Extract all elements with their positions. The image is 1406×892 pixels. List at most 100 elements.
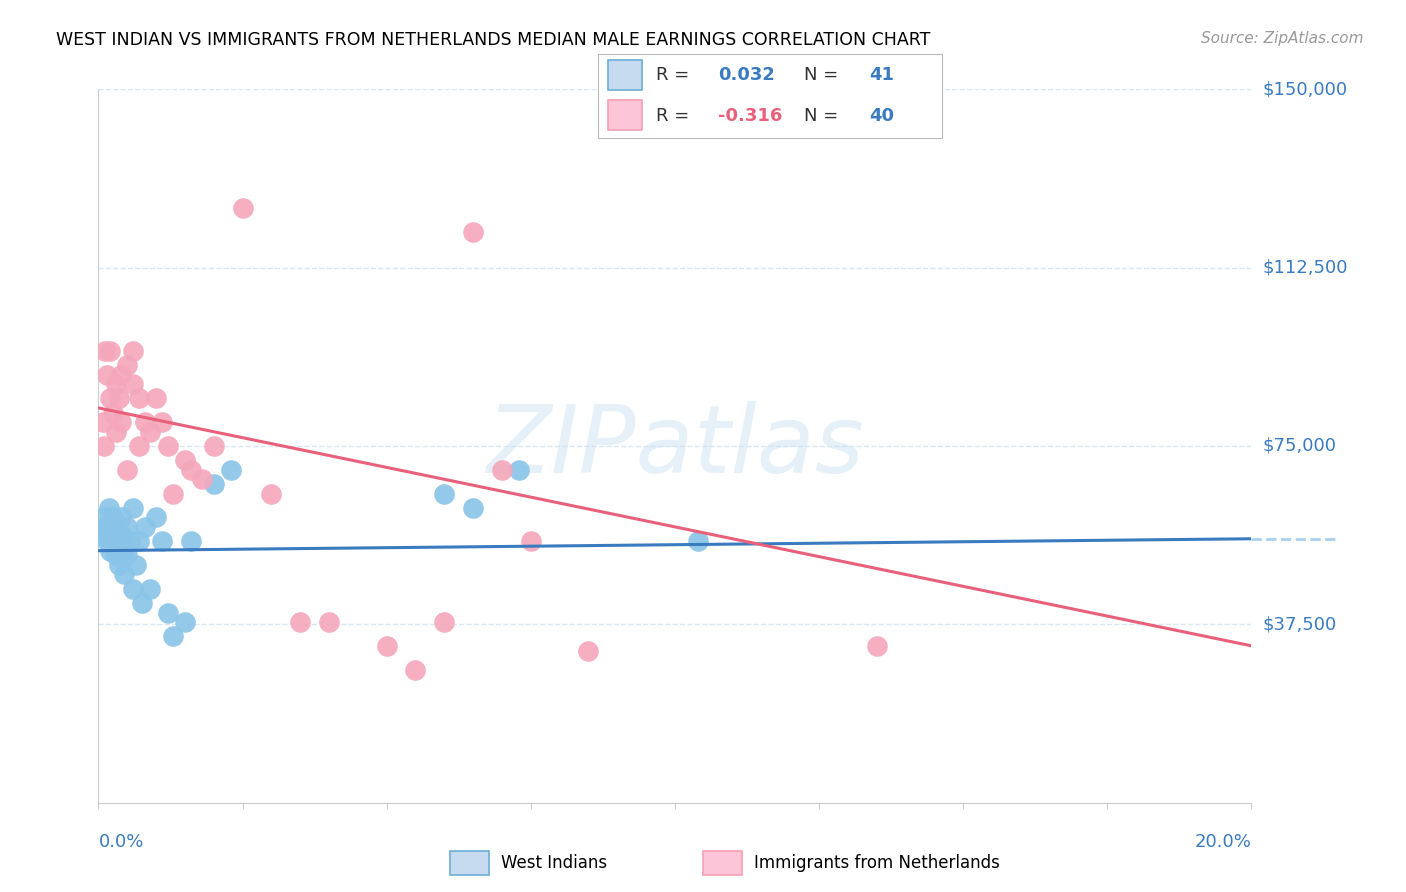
Text: WEST INDIAN VS IMMIGRANTS FROM NETHERLANDS MEDIAN MALE EARNINGS CORRELATION CHAR: WEST INDIAN VS IMMIGRANTS FROM NETHERLAN… — [56, 31, 931, 49]
Text: -0.316: -0.316 — [718, 107, 783, 125]
Bar — [450, 851, 489, 875]
Point — [134, 415, 156, 429]
Text: N =: N = — [804, 66, 844, 84]
Point — [96, 534, 118, 549]
Point — [405, 663, 427, 677]
Point — [110, 415, 132, 429]
Point — [117, 549, 138, 563]
Point — [117, 463, 138, 477]
Point — [117, 520, 138, 534]
Text: ZIPatlas: ZIPatlas — [486, 401, 863, 491]
Point — [98, 343, 121, 358]
Point — [578, 643, 600, 657]
Point — [103, 539, 125, 553]
Point — [686, 534, 709, 549]
Point — [174, 453, 197, 467]
Point — [128, 392, 150, 406]
Point — [91, 415, 114, 429]
Point — [128, 534, 150, 549]
Text: 0.0%: 0.0% — [98, 833, 143, 851]
Point — [100, 529, 122, 543]
Point — [139, 582, 162, 596]
Point — [202, 439, 225, 453]
Point — [508, 463, 530, 477]
Point — [866, 639, 889, 653]
Point — [131, 596, 153, 610]
Point — [111, 543, 134, 558]
Text: $75,000: $75,000 — [1263, 437, 1337, 455]
Point — [107, 392, 129, 406]
Text: Immigrants from Netherlands: Immigrants from Netherlands — [754, 854, 1000, 872]
Point — [104, 377, 127, 392]
Text: N =: N = — [804, 107, 844, 125]
Point — [104, 425, 127, 439]
Point — [117, 358, 138, 372]
Point — [101, 510, 124, 524]
Point — [122, 500, 145, 515]
Point — [91, 529, 114, 543]
Text: $150,000: $150,000 — [1263, 80, 1347, 98]
Point — [110, 368, 132, 382]
Point — [94, 520, 117, 534]
Point — [125, 558, 148, 572]
Point — [128, 439, 150, 453]
Point — [191, 472, 214, 486]
Point — [162, 486, 184, 500]
Bar — [607, 61, 643, 90]
Point — [180, 534, 202, 549]
Point — [110, 534, 132, 549]
Point — [104, 549, 127, 563]
Point — [110, 510, 132, 524]
Point — [145, 392, 167, 406]
Point — [122, 582, 145, 596]
Point — [156, 606, 179, 620]
Point — [202, 477, 225, 491]
Point — [174, 615, 197, 629]
Point — [231, 201, 254, 215]
Bar — [607, 100, 643, 130]
Point — [156, 439, 179, 453]
Point — [491, 463, 513, 477]
Point — [98, 524, 121, 539]
Point — [139, 425, 162, 439]
Point — [219, 463, 242, 477]
Point — [145, 510, 167, 524]
Point — [93, 439, 115, 453]
Point — [104, 520, 127, 534]
Point — [260, 486, 283, 500]
Point — [107, 558, 129, 572]
Point — [122, 343, 145, 358]
Bar — [703, 851, 742, 875]
Point — [98, 392, 121, 406]
Point — [461, 500, 484, 515]
Point — [150, 415, 173, 429]
Text: Source: ZipAtlas.com: Source: ZipAtlas.com — [1201, 31, 1364, 46]
Text: $37,500: $37,500 — [1263, 615, 1337, 633]
Point — [520, 534, 543, 549]
Point — [150, 534, 173, 549]
Point — [98, 543, 121, 558]
Point — [134, 520, 156, 534]
Point — [105, 534, 128, 549]
Text: 0.032: 0.032 — [718, 66, 775, 84]
Point — [433, 486, 456, 500]
Point — [110, 524, 132, 539]
Text: $112,500: $112,500 — [1263, 259, 1348, 277]
Point — [290, 615, 312, 629]
Point — [94, 343, 117, 358]
Point — [461, 225, 484, 239]
Point — [101, 406, 124, 420]
Point — [120, 534, 142, 549]
Point — [318, 615, 340, 629]
Point — [122, 377, 145, 392]
Text: 20.0%: 20.0% — [1195, 833, 1251, 851]
Point — [433, 615, 456, 629]
Point — [375, 639, 398, 653]
Text: R =: R = — [657, 66, 695, 84]
Point — [96, 368, 118, 382]
Point — [180, 463, 202, 477]
Point — [93, 510, 115, 524]
Point — [112, 567, 135, 582]
Point — [97, 500, 120, 515]
Text: West Indians: West Indians — [501, 854, 606, 872]
